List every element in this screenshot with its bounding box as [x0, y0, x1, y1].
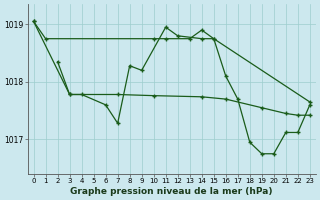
X-axis label: Graphe pression niveau de la mer (hPa): Graphe pression niveau de la mer (hPa)	[70, 187, 273, 196]
